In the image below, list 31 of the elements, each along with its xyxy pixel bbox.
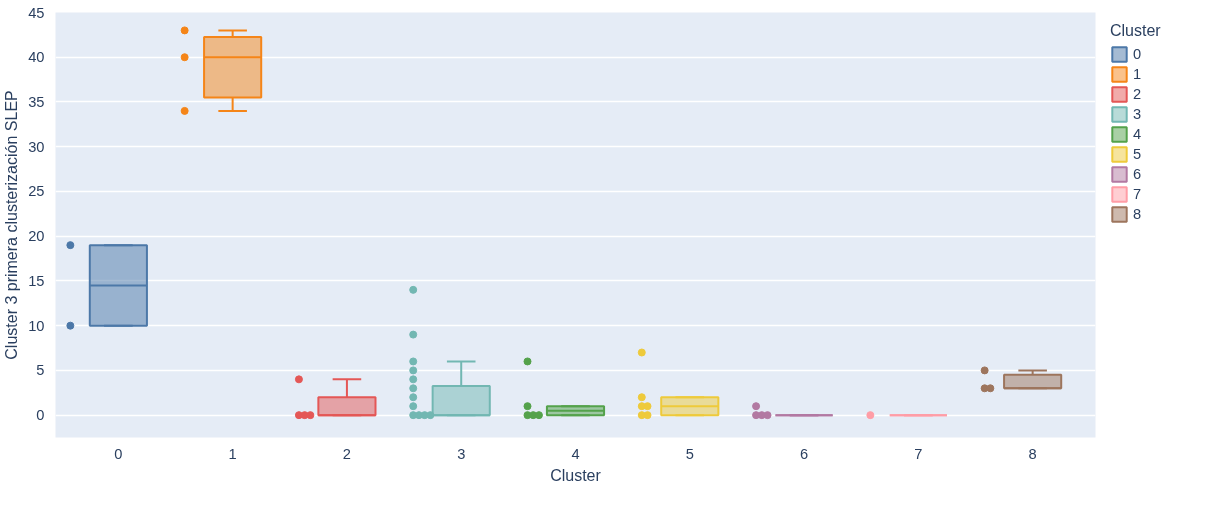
y-tick-label: 10 <box>28 317 45 334</box>
y-tick-label: 35 <box>28 93 45 110</box>
x-tick-label: 1 <box>228 445 237 462</box>
x-tick-label: 3 <box>457 445 466 462</box>
legend-title: Cluster <box>1110 22 1162 40</box>
x-tick-label: 7 <box>914 445 923 462</box>
legend-label: 7 <box>1133 186 1143 202</box>
y-tick-label: 45 <box>28 4 45 21</box>
legend-label: 6 <box>1133 166 1143 182</box>
legend-label: 1 <box>1133 66 1143 82</box>
y-tick-label: 5 <box>36 362 45 379</box>
legend-label: 3 <box>1133 106 1143 122</box>
x-tick-label: 5 <box>685 445 694 462</box>
legend-label: 8 <box>1133 206 1143 222</box>
legend-label: 5 <box>1133 146 1143 162</box>
x-tick-label: 2 <box>342 445 352 462</box>
legend-label: 4 <box>1133 126 1143 142</box>
y-tick-label: 20 <box>28 228 45 245</box>
y-tick-label: 25 <box>28 183 45 200</box>
y-tick-label: 0 <box>36 407 45 424</box>
y-tick-label: 40 <box>28 49 45 66</box>
x-axis-title: Cluster <box>550 466 602 484</box>
legend-label: 0 <box>1133 46 1143 62</box>
x-tick-label: 4 <box>571 445 580 462</box>
y-tick-label: 30 <box>28 138 45 155</box>
x-tick-label: 0 <box>114 445 123 462</box>
x-tick-label: 8 <box>1028 445 1037 462</box>
x-tick-label: 6 <box>800 445 809 462</box>
y-axis-title: Cluster 3 primera clusterización SLEP <box>3 90 21 360</box>
legend-label: 2 <box>1133 86 1143 102</box>
y-tick-label: 15 <box>28 272 45 289</box>
